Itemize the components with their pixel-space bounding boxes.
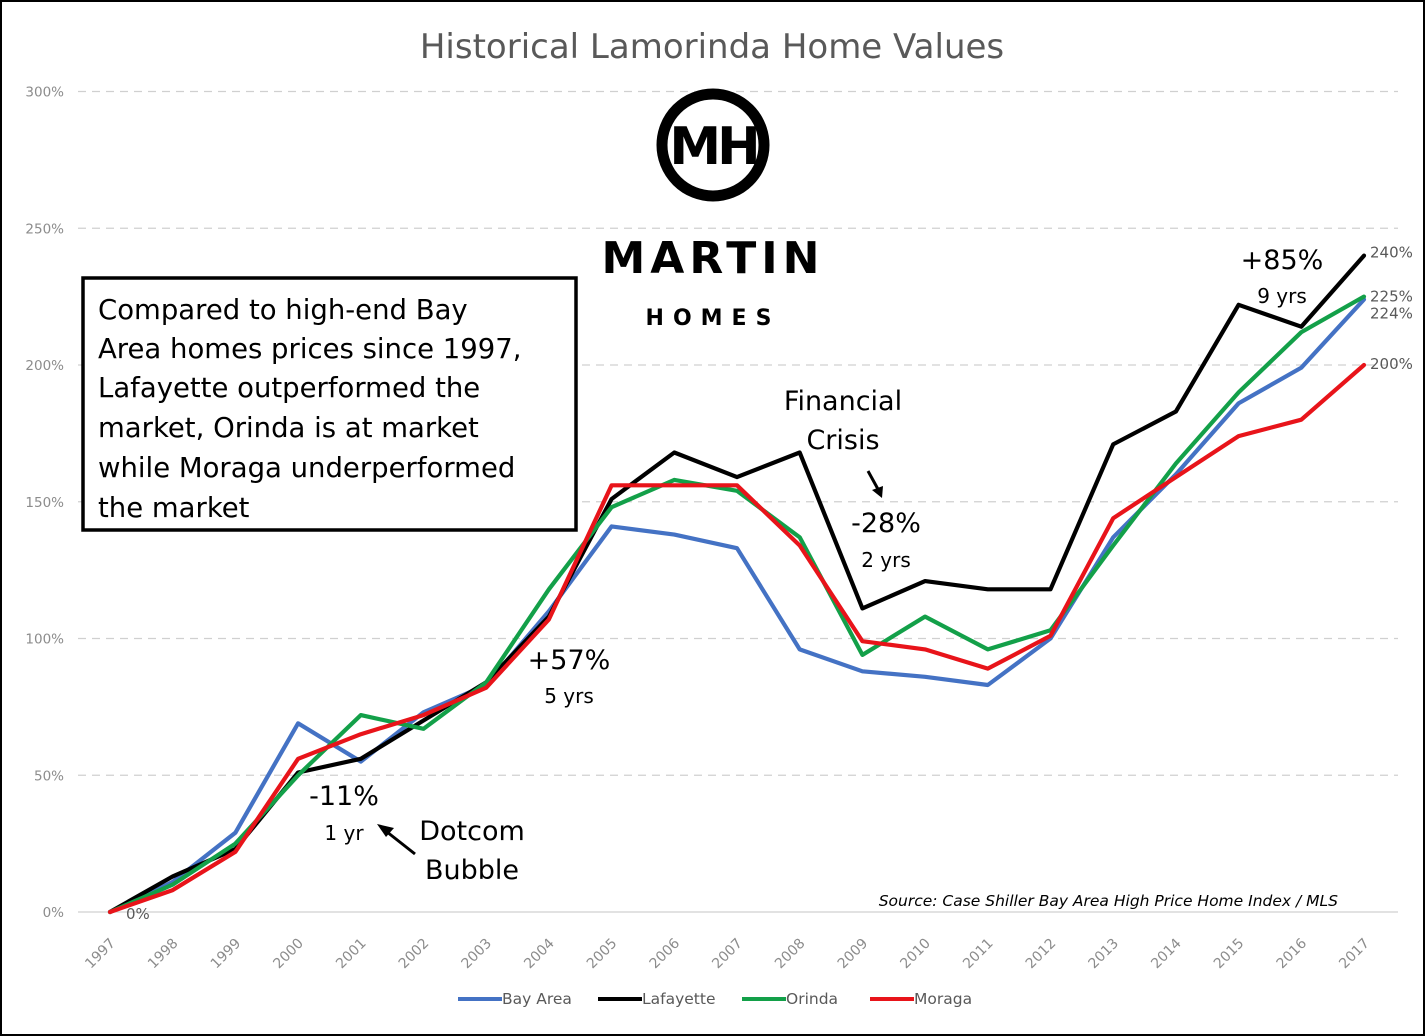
end-label: 240% — [1370, 244, 1413, 262]
legend: Bay Area Lafayette Orinda Moraga — [458, 990, 972, 1008]
martin-homes-logo: MH MARTIN HOMES — [602, 88, 825, 331]
series-line-moraga — [107, 362, 1367, 915]
dotcom-arrowhead — [377, 824, 394, 837]
x-tick-label: 2017 — [1336, 936, 1373, 973]
dotcom-duration: 1 yr — [324, 821, 364, 845]
x-tick-label: 2008 — [772, 936, 809, 973]
callout-box: Compared to high-end Bay Area homes pric… — [81, 276, 578, 532]
x-tick-label: 2013 — [1086, 936, 1123, 973]
x-tick-label: 2007 — [709, 936, 746, 973]
y-tick-label: 200% — [25, 358, 64, 374]
x-tick-label: 2011 — [960, 936, 997, 973]
crisis-label-2: Crisis — [806, 425, 879, 456]
x-tick-label: 2010 — [897, 936, 934, 973]
callout-line-2: Area homes prices since 1997, — [98, 333, 521, 365]
x-tick-label: 1999 — [208, 936, 245, 973]
crisis-label-1: Financial — [784, 386, 902, 417]
grid-lines — [78, 90, 1398, 913]
x-tick-label: 2009 — [835, 936, 872, 973]
y-tick-label: 50% — [34, 768, 64, 784]
dotcom-change: -11% — [309, 781, 379, 812]
x-tick-label: 2000 — [270, 936, 307, 973]
end-label: 200% — [1370, 355, 1413, 373]
y-tick-label: 150% — [25, 495, 64, 511]
x-tick-label: 2015 — [1211, 936, 1248, 973]
y-tick-label: 0% — [43, 905, 65, 921]
series-line-lafayette — [107, 253, 1367, 915]
x-tick-label: 2005 — [584, 936, 621, 973]
x-tick-label: 2016 — [1274, 935, 1311, 972]
start-value-label: 0% — [126, 905, 150, 923]
x-tick-label: 2003 — [459, 936, 496, 973]
dotcom-label-2: Bubble — [425, 855, 519, 886]
x-tick-label: 2002 — [396, 936, 433, 973]
callout-line-6: the market — [98, 492, 250, 524]
x-tick-label: 2014 — [1148, 935, 1185, 972]
legend-label: Bay Area — [502, 990, 572, 1008]
logo-monogram: MH — [669, 117, 756, 177]
legend-label: Orinda — [786, 990, 838, 1008]
series-lines — [107, 253, 1367, 915]
x-tick-label: 2001 — [333, 936, 370, 973]
callout-border — [81, 276, 578, 532]
annotations: -11% 1 yr Dotcom Bubble +57% 5 yrs Finan… — [309, 245, 1323, 886]
chart-title: Historical Lamorinda Home Values — [420, 27, 1004, 67]
callout-line-5: while Moraga underperformed — [98, 452, 515, 484]
rise2-change: +85% — [1241, 245, 1324, 276]
y-tick-label: 100% — [25, 632, 64, 648]
rise1-duration: 5 yrs — [544, 684, 594, 708]
end-label: 224% — [1370, 304, 1413, 322]
x-tick-label: 2006 — [647, 935, 684, 972]
rise2-duration: 9 yrs — [1257, 284, 1307, 308]
crisis-duration: 2 yrs — [861, 548, 911, 572]
logo-name: MARTIN — [602, 233, 825, 284]
y-tick-label: 250% — [25, 221, 64, 237]
end-label: 225% — [1370, 288, 1413, 306]
source-note: Source: Case Shiller Bay Area High Price… — [879, 892, 1338, 910]
y-tick-label: 300% — [25, 85, 64, 101]
logo-tagline: HOMES — [646, 306, 781, 331]
crisis-change: -28% — [851, 508, 921, 539]
dotcom-label-1: Dotcom — [419, 816, 525, 847]
x-tick-label: 1998 — [145, 936, 182, 973]
crisis-arrowhead — [872, 486, 883, 498]
end-value-labels: 240% 225%224% 200% — [1370, 244, 1413, 373]
callout-line-4: market, Orinda is at market — [98, 412, 479, 444]
x-axis-ticks: 1997 1998 1999 2000 2001 2002 2003 2004 2005 2006… — [82, 935, 1373, 972]
crisis-arrow — [866, 470, 881, 492]
x-tick-label: 1997 — [82, 936, 119, 973]
callout-line-1: Compared to high-end Bay — [98, 294, 468, 326]
legend-label: Moraga — [914, 990, 972, 1008]
logo-ring — [656, 88, 770, 202]
y-axis-ticks: 0% 50% 100% 150% 200% 250% 300% — [25, 85, 64, 922]
x-tick-label: 2012 — [1023, 936, 1060, 973]
x-tick-label: 2004 — [521, 935, 558, 972]
callout-line-3: Lafayette outperformed the — [98, 372, 480, 404]
legend-label: Lafayette — [642, 990, 716, 1008]
series-line-bay-area — [107, 297, 1367, 915]
rise1-change: +57% — [528, 645, 611, 676]
